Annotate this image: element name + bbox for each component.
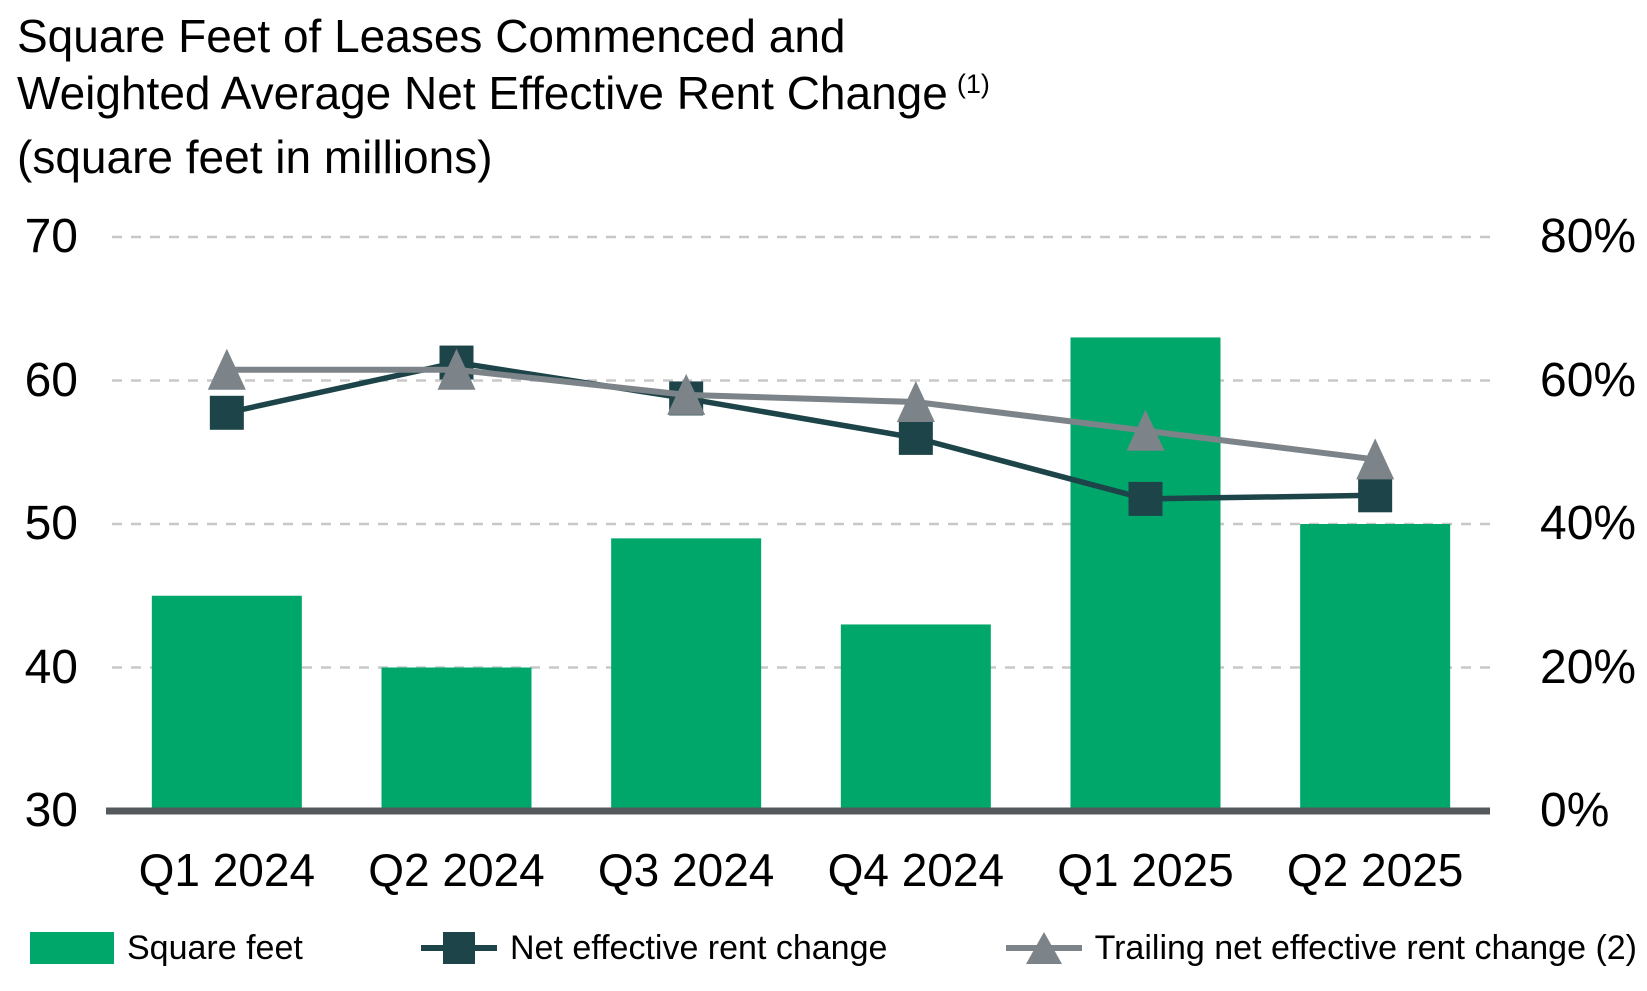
bar-q2-2024 — [381, 667, 532, 811]
x-axis-label-q2-2025: Q2 2025 — [1286, 844, 1464, 896]
x-axis-label-q3-2024: Q3 2024 — [597, 844, 775, 896]
marker-trailing-q4-2024 — [896, 381, 935, 423]
bar-q4-2024 — [840, 624, 991, 811]
marker-net-q4-2024 — [898, 420, 933, 455]
x-axis-label-q2-2024: Q2 2024 — [368, 844, 545, 896]
marker-net-q1-2024 — [209, 395, 244, 430]
bar-q1-2025 — [1070, 337, 1221, 811]
net-legend-marker-icon — [421, 929, 497, 967]
right-axis-tick-60: 60% — [1540, 353, 1637, 407]
right-axis-tick-0: 0% — [1540, 784, 1610, 837]
marker-net-q2-2025 — [1358, 478, 1393, 513]
bar-q2-2025 — [1300, 524, 1451, 811]
legend-item-trailing-net-effective-rent-change: Trailing net effective rent change (2) — [1005, 928, 1637, 968]
legend: Square feet Net effective rent change Tr… — [30, 918, 1637, 978]
right-axis-tick-80: 80% — [1540, 210, 1637, 263]
net-legend-square — [443, 932, 475, 964]
footnote-ref-icon: (1) — [956, 69, 990, 99]
chart-subtitle: (square feet in millions) — [17, 131, 493, 183]
marker-trailing-q3-2024 — [667, 373, 706, 415]
legend-label-trailing-net-effective-rent-change: Trailing net effective rent change (2) — [1094, 928, 1637, 967]
chart-title-line-2: Weighted Average Net Effective Rent Chan… — [17, 65, 990, 129]
left-axis-tick-50: 50 — [24, 497, 78, 550]
chart-title-line-2-text: Weighted Average Net Effective Rent Chan… — [17, 67, 948, 119]
left-axis-tick-30: 30 — [24, 784, 78, 837]
title-block: Square Feet of Leases Commenced and Weig… — [17, 8, 990, 186]
bar-q1-2024 — [151, 595, 302, 811]
x-axis-label-q1-2024: Q1 2024 — [138, 844, 316, 896]
trailing-net-effective-rent-change-line — [226, 366, 1376, 463]
legend-item-square-feet: Square feet — [30, 929, 303, 968]
legend-label-net-effective-rent-change: Net effective rent change — [510, 928, 888, 967]
left-axis-tick-70: 70 — [24, 210, 78, 263]
x-axis-label-q1-2025: Q1 2025 — [1057, 844, 1234, 896]
legend-label-square-feet: Square feet — [127, 928, 303, 967]
marker-trailing-q2-2024 — [437, 348, 476, 390]
x-axis-label-q4-2024: Q4 2024 — [827, 844, 1005, 896]
right-axis-tick-20: 20% — [1540, 640, 1637, 694]
chart-title-line-1: Square Feet of Leases Commenced and — [17, 10, 846, 62]
right-axis-tick-40: 40% — [1540, 497, 1637, 550]
marker-trailing-q2-2025 — [1356, 438, 1395, 480]
left-axis-tick-40: 40 — [24, 640, 78, 694]
bar-q3-2024 — [611, 538, 762, 811]
trailing-legend-triangle — [1025, 932, 1062, 964]
marker-net-q1-2025 — [1128, 481, 1163, 516]
left-axis-tick-60: 60 — [24, 353, 78, 407]
legend-item-net-effective-rent-change: Net effective rent change — [421, 929, 887, 968]
marker-trailing-q1-2025 — [1126, 409, 1165, 451]
square-feet-swatch-icon — [30, 932, 114, 964]
marker-trailing-q1-2024 — [207, 348, 246, 390]
trailing-legend-marker-icon — [1005, 929, 1082, 967]
